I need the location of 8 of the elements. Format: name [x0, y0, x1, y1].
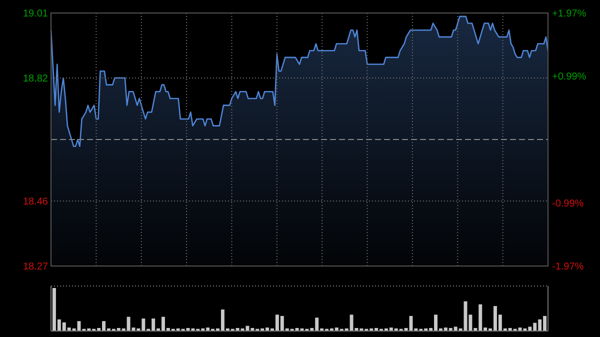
y2-tick-label: +0.99%: [552, 71, 586, 82]
y-tick-label: 18.27: [22, 262, 48, 272]
y-tick-label: 19.01: [22, 8, 48, 20]
y2-tick-label: -1.97%: [552, 262, 584, 272]
y-tick-label: 18.82: [22, 73, 48, 84]
y2-tick-label: -0.99%: [552, 198, 584, 210]
y2-tick-label: +1.97%: [552, 8, 586, 20]
y-tick-label: 18.46: [22, 196, 48, 208]
